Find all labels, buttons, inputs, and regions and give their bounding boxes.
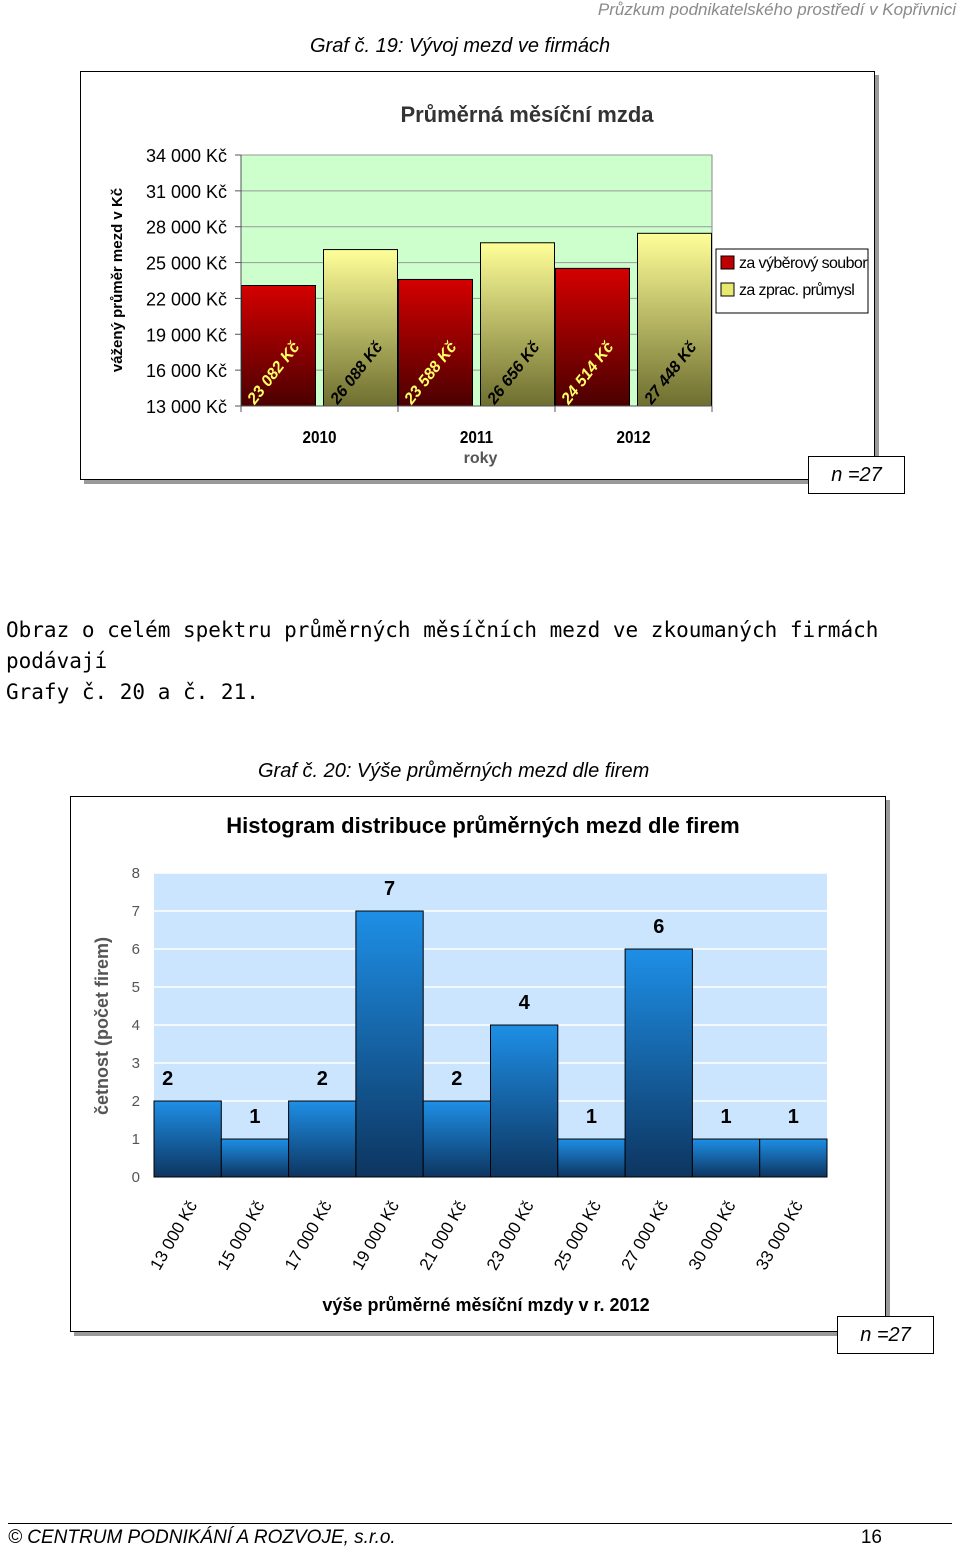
chart1-ylabel: vážený průměr mezd v Kč	[109, 188, 126, 372]
chart1-ytick-label: 25 000 Kč	[146, 254, 227, 274]
chart1-xtick-label: 2011	[460, 427, 493, 447]
chart1-ytick-label: 22 000 Kč	[146, 289, 227, 309]
chart1-legend	[715, 248, 869, 314]
chart1-ytick-label: 28 000 Kč	[146, 218, 227, 238]
chart1-ytick-label: 34 000 Kč	[146, 146, 227, 166]
chart2-ytick-label: 8	[132, 865, 140, 882]
report-header: Průzkum podnikatelského prostředí v Kopř…	[597, 0, 956, 19]
chart1-caption: Graf č. 19: Vývoj mezd ve firmách	[310, 35, 611, 57]
footer-page-number: 16	[860, 1527, 882, 1548]
chart2-xtick-label: 21 000 Kč	[416, 1197, 471, 1273]
chart2-data-label: 4	[519, 992, 531, 1014]
chart2-xtick-label: 30 000 Kč	[685, 1197, 740, 1273]
chart2-ytick-label: 0	[132, 1169, 140, 1186]
footer-divider	[8, 1523, 952, 1524]
chart2-data-label: 1	[586, 1106, 597, 1128]
chart2-data-label: 7	[384, 878, 395, 900]
chart2-data-label: 1	[249, 1106, 260, 1128]
chart2-xtick-label: 25 000 Kč	[550, 1197, 605, 1273]
chart2-bar	[759, 1138, 828, 1178]
chart2-xtick-label: 33 000 Kč	[752, 1197, 807, 1273]
chart1-ytick-label: 16 000 Kč	[146, 361, 227, 381]
chart2-bar	[220, 1138, 290, 1178]
chart2-xtick-label: 23 000 Kč	[483, 1197, 538, 1273]
chart2-ylabel: četnost (počet firem)	[92, 937, 112, 1115]
chart2-bar	[624, 948, 693, 1178]
paragraph: Obraz o celém spektru průměrných měsíční…	[6, 615, 960, 708]
chart2-ytick-label: 4	[132, 1017, 140, 1034]
chart2-xtick-label: 15 000 Kč	[214, 1197, 269, 1273]
footer-copyright: © CENTRUM PODNIKÁNÍ A ROZVOJE, s.r.o.	[8, 1527, 396, 1548]
chart2-data-label: 6	[653, 916, 664, 938]
chart1-xtick-label: 2012	[616, 427, 650, 447]
chart2-ytick-label: 3	[132, 1055, 140, 1072]
chart2: Histogram distribuce průměrných mezd dle…	[92, 813, 828, 1315]
chart1-xlabel: roky	[464, 450, 498, 467]
chart1-n-box: n =27	[808, 456, 905, 494]
chart2-ytick-label: 7	[132, 903, 140, 920]
chart1-bar	[398, 278, 473, 407]
chart1-legend-swatch	[720, 255, 735, 270]
paragraph-line-1: Obraz o celém spektru průměrných měsíční…	[6, 618, 879, 673]
chart2-data-label: 2	[317, 1068, 328, 1090]
chart2-caption: Graf č. 20: Výše průměrných mezd dle fir…	[258, 760, 650, 782]
chart2-bar	[422, 1100, 492, 1178]
chart1-bar	[480, 242, 555, 407]
chart2-ytick-label: 1	[132, 1131, 140, 1148]
chart1-title: Průměrná měsíční mzda	[400, 102, 654, 127]
chart1-legend-label: za zprac. průmysl	[739, 281, 854, 299]
paragraph-line-2: Grafy č. 20 a č. 21.	[6, 680, 259, 704]
chart2-xlabel: výše průměrné měsíční mzdy v r. 2012	[322, 1295, 649, 1315]
chart2-xtick-label: 13 000 Kč	[146, 1197, 201, 1273]
chart2-ytick-label: 2	[132, 1093, 140, 1110]
chart2-bar	[355, 910, 424, 1178]
chart1-bar	[637, 232, 712, 407]
chart2-xtick-label: 19 000 Kč	[348, 1197, 403, 1273]
chart2-data-label: 1	[788, 1106, 799, 1128]
chart1-legend-swatch	[720, 282, 735, 297]
chart1-xtick-label: 2010	[302, 427, 336, 447]
chart1-bar	[323, 249, 398, 407]
chart1-bar	[555, 267, 630, 407]
chart2-data-label: 1	[720, 1106, 731, 1128]
chart1: Průměrná měsíční mzda 13 000 Kč 16 000 Kč 1…	[109, 102, 869, 467]
chart2-xtick-label: 27 000 Kč	[617, 1197, 672, 1273]
chart2-title: Histogram distribuce průměrných mezd dle…	[226, 813, 739, 838]
chart1-plot-area	[240, 154, 713, 407]
chart2-bar	[490, 1024, 559, 1178]
chart2-ytick-label: 6	[132, 941, 140, 958]
chart1-ytick-label: 31 000 Kč	[146, 182, 227, 202]
chart2-data-label: 2	[162, 1068, 173, 1090]
chart2-n-box: n =27	[837, 1316, 934, 1354]
chart2-xtick-label: 17 000 Kč	[281, 1197, 336, 1273]
chart2-data-label: 2	[451, 1068, 462, 1090]
chart1-ytick-label: 19 000 Kč	[146, 325, 227, 345]
chart2-bar	[153, 1100, 222, 1178]
chart1-legend-label: za výběrový soubor	[739, 255, 868, 272]
chart1-ytick-label: 13 000 Kč	[146, 397, 227, 417]
chart2-ytick-label: 5	[132, 979, 140, 996]
chart2-bar	[288, 1100, 357, 1178]
chart2-bar	[691, 1138, 761, 1178]
chart2-bar	[557, 1138, 626, 1178]
